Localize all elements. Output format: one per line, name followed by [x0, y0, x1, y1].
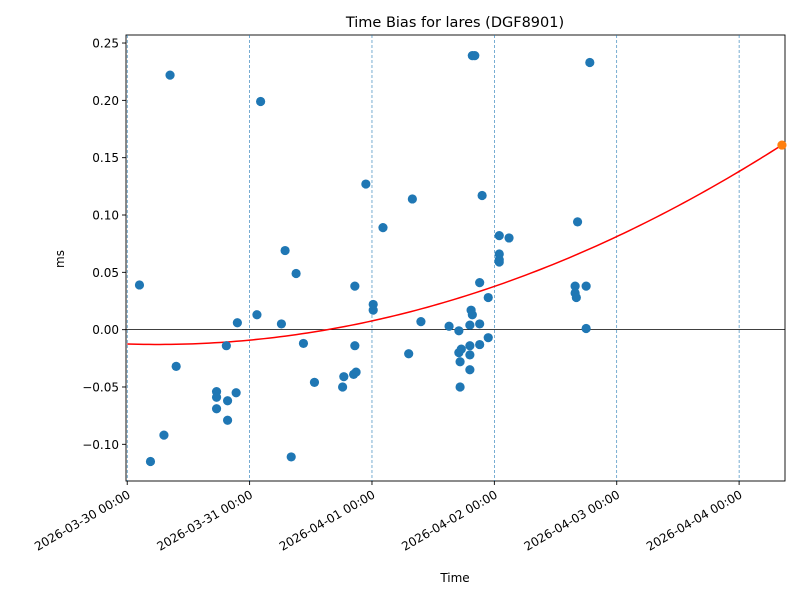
data-point — [221, 341, 231, 351]
data-point — [571, 292, 581, 303]
data-point — [298, 338, 309, 349]
data-point — [475, 339, 485, 350]
y-tick-label: 0.10 — [92, 209, 119, 223]
data-point — [483, 333, 493, 343]
data-point — [470, 51, 480, 61]
data-point — [504, 233, 514, 243]
data-point — [483, 292, 493, 303]
y-tick-label: 0.25 — [92, 37, 119, 51]
y-axis-label: ms — [53, 250, 67, 268]
data-point — [570, 281, 580, 291]
data-point — [256, 96, 266, 107]
data-point — [378, 223, 388, 233]
data-point — [350, 341, 360, 351]
data-point — [252, 310, 262, 320]
data-point — [211, 404, 222, 414]
grid-lines — [126, 35, 740, 481]
data-point — [475, 319, 485, 329]
data-point — [368, 305, 378, 315]
data-point — [581, 281, 591, 291]
data-point — [494, 231, 504, 241]
latest-data-point — [777, 140, 787, 150]
data-point — [456, 344, 466, 354]
data-point — [404, 349, 414, 359]
data-point — [309, 377, 320, 387]
data-point — [467, 310, 477, 320]
data-point — [211, 392, 222, 402]
data-point — [291, 268, 301, 279]
data-point — [454, 326, 464, 336]
y-tick-label: −0.10 — [82, 438, 119, 452]
data-point — [465, 365, 475, 375]
plot-area — [125, 34, 787, 482]
data-point — [159, 430, 169, 440]
data-point — [361, 179, 371, 189]
y-tick-label: 0.20 — [92, 94, 119, 108]
data-point — [572, 217, 583, 227]
data-points — [134, 51, 787, 467]
x-axis-label: Time — [439, 571, 469, 585]
y-tick-label: −0.05 — [82, 380, 119, 394]
y-tick-label: 0.15 — [92, 151, 119, 165]
chart-title: Time Bias for lares (DGF8901) — [345, 15, 564, 31]
data-point — [222, 415, 233, 425]
axes-frame — [125, 34, 786, 482]
data-point — [286, 452, 296, 462]
data-point — [231, 388, 241, 398]
data-point — [351, 367, 361, 377]
data-point — [339, 372, 349, 382]
y-tick-label: 0.05 — [92, 266, 119, 280]
data-point — [222, 396, 233, 406]
data-point — [145, 456, 156, 467]
data-point — [465, 320, 475, 330]
data-point — [134, 280, 145, 290]
data-point — [350, 281, 360, 291]
data-point — [465, 350, 475, 360]
data-point — [338, 382, 348, 392]
data-point — [475, 278, 485, 288]
data-point — [585, 57, 595, 68]
data-point — [416, 317, 426, 327]
data-point — [232, 318, 242, 328]
data-point — [407, 194, 417, 204]
data-point — [581, 323, 591, 334]
data-point — [280, 245, 290, 256]
data-point — [171, 361, 181, 371]
y-axis: −0.10 −0.05 0.00 0.05 0.10 0.15 0.20 0.25 — [82, 37, 126, 452]
data-point — [455, 357, 465, 367]
data-point — [477, 190, 487, 201]
fit-curve — [127, 144, 783, 346]
data-point — [165, 70, 175, 80]
data-point — [276, 319, 287, 329]
data-point — [444, 321, 454, 331]
y-tick-label: 0.00 — [92, 323, 119, 337]
data-point — [455, 382, 465, 392]
data-point — [465, 341, 475, 351]
data-point — [494, 257, 504, 267]
